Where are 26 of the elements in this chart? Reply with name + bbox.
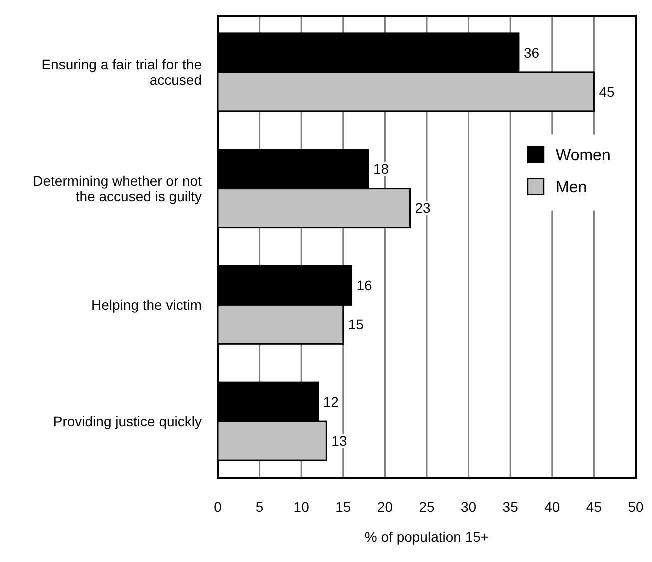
y-tick-label: Providing justice quickly — [53, 413, 202, 430]
data-label: 23 — [415, 200, 432, 216]
y-tick-label: Helping the victim — [92, 297, 202, 314]
data-label: 12 — [323, 394, 340, 410]
y-tick-label: Determining whether or not the accused is guilty — [33, 173, 202, 204]
x-tick-label: 45 — [586, 499, 602, 515]
y-tick-label: Ensuring a fair trial for the accused — [42, 56, 202, 88]
x-tick-label: 40 — [544, 499, 560, 515]
x-tick-label: 35 — [502, 499, 519, 515]
x-axis-title: % of population 15+ — [364, 529, 490, 545]
x-tick-label: 20 — [377, 499, 394, 515]
x-tick-label: 30 — [461, 499, 477, 515]
x-tick-label: 50 — [628, 499, 644, 515]
data-label: 36 — [524, 44, 540, 61]
data-label: 15 — [348, 316, 364, 333]
data-label: 45 — [599, 84, 615, 100]
x-tick-label: 5 — [256, 499, 264, 515]
legend-label: Men — [556, 179, 588, 196]
x-tick-label: 15 — [336, 499, 352, 515]
data-label: 13 — [332, 432, 348, 449]
x-tick-label: 25 — [419, 499, 435, 515]
data-label: 16 — [356, 278, 373, 294]
legend-label: Women — [556, 147, 611, 164]
x-tick-label: 10 — [294, 499, 310, 515]
data-label: 18 — [373, 161, 390, 178]
x-tick-label: 0 — [214, 499, 222, 515]
